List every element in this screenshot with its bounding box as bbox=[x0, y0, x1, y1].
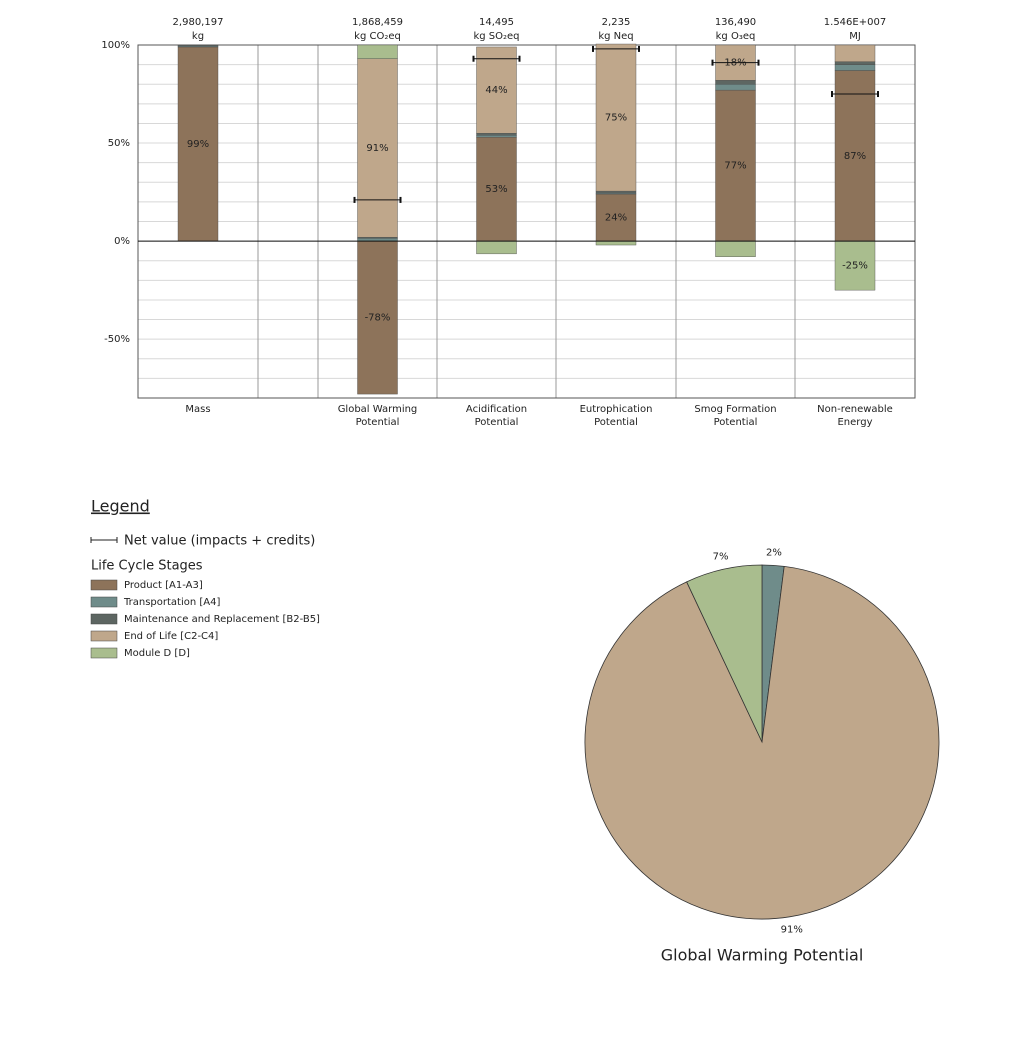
data-label: 53% bbox=[485, 184, 507, 195]
plot-frame bbox=[137, 44, 916, 399]
column-total: 2,980,197 bbox=[173, 17, 224, 28]
y-tick-label: 100% bbox=[101, 40, 130, 51]
data-label: 91% bbox=[366, 143, 388, 154]
bar-segment bbox=[595, 193, 637, 242]
bar-segment bbox=[177, 46, 219, 242]
y-tick-label: 50% bbox=[108, 138, 130, 149]
legend-swatch bbox=[90, 647, 118, 659]
bar-segment bbox=[834, 44, 876, 62]
x-tick-label: Mass bbox=[185, 404, 211, 415]
column-unit: kg O₃eq bbox=[716, 31, 756, 42]
x-tick-label: Eutrophication Potential bbox=[579, 404, 653, 428]
data-label: 77% bbox=[724, 161, 746, 172]
data-label: -25% bbox=[842, 261, 868, 272]
data-label: -78% bbox=[365, 313, 391, 324]
x-tick-label: Smog Formation Potential bbox=[694, 404, 777, 428]
bar-segment bbox=[476, 240, 517, 255]
bar-segment bbox=[715, 89, 756, 242]
data-label: 44% bbox=[485, 85, 507, 96]
column-total: 1.546E+007 bbox=[824, 17, 886, 28]
column-unit: kg CO₂eq bbox=[354, 31, 401, 42]
data-label: 99% bbox=[187, 139, 209, 150]
legend-swatch bbox=[90, 596, 118, 608]
bar-segment bbox=[715, 84, 756, 91]
bar-segment bbox=[834, 240, 876, 291]
data-label: 75% bbox=[605, 113, 627, 124]
legend-label: End of Life [C2-C4] bbox=[124, 631, 218, 642]
bar-segment bbox=[715, 240, 756, 258]
column-unit: kg bbox=[192, 31, 204, 42]
bar-segment bbox=[595, 190, 637, 194]
column-total: 14,495 bbox=[479, 17, 514, 28]
x-tick-label: Acidification Potential bbox=[465, 404, 528, 428]
data-label: 7% bbox=[713, 552, 729, 563]
legend-label: Maintenance and Replacement [B2-B5] bbox=[124, 614, 320, 625]
data-label: 24% bbox=[605, 213, 627, 224]
legend-swatch bbox=[90, 630, 118, 642]
bar-segment bbox=[595, 43, 637, 192]
bar-segment bbox=[476, 133, 517, 136]
legend-title: Legend bbox=[91, 497, 150, 516]
legend-swatch bbox=[90, 579, 118, 591]
bar-segment bbox=[177, 44, 219, 47]
column-total: 2,235 bbox=[602, 17, 631, 28]
column-unit: kg Neq bbox=[598, 31, 633, 42]
pie-slice bbox=[686, 564, 763, 743]
pie-title: Global Warming Potential bbox=[661, 946, 864, 965]
x-tick-label: Non-renewable Energy bbox=[817, 404, 893, 428]
legend-label: Module D [D] bbox=[124, 648, 190, 659]
column-unit: MJ bbox=[849, 31, 861, 42]
bar-segment bbox=[476, 135, 517, 138]
legend-label: Transportation [A4] bbox=[123, 597, 220, 608]
column-total: 1,868,459 bbox=[352, 17, 403, 28]
data-label: 2% bbox=[766, 547, 782, 558]
bar-segment bbox=[357, 44, 398, 59]
bar-segment bbox=[357, 240, 398, 395]
data-label: 87% bbox=[844, 151, 866, 162]
legend-stages-title: Life Cycle Stages bbox=[91, 559, 203, 574]
bar-segment bbox=[357, 58, 398, 238]
y-tick-label: -50% bbox=[104, 334, 130, 345]
column-total: 136,490 bbox=[715, 17, 756, 28]
bar-segment bbox=[715, 80, 756, 85]
x-tick-label: Global Warming Potential bbox=[337, 404, 418, 428]
bar-segment bbox=[595, 240, 637, 246]
bar-segment bbox=[476, 136, 517, 242]
bar-segment bbox=[834, 64, 876, 71]
bar-segment bbox=[834, 70, 876, 242]
bar-segment bbox=[834, 61, 876, 65]
column-unit: kg SO₂eq bbox=[473, 31, 519, 42]
legend-label: Product [A1-A3] bbox=[124, 580, 203, 591]
y-tick-label: 0% bbox=[114, 236, 130, 247]
pie-slice bbox=[584, 565, 940, 920]
legend-net-label: Net value (impacts + credits) bbox=[124, 534, 315, 549]
data-label: 91% bbox=[781, 925, 803, 936]
legend-swatch bbox=[90, 613, 118, 625]
bar-segment bbox=[476, 46, 517, 134]
